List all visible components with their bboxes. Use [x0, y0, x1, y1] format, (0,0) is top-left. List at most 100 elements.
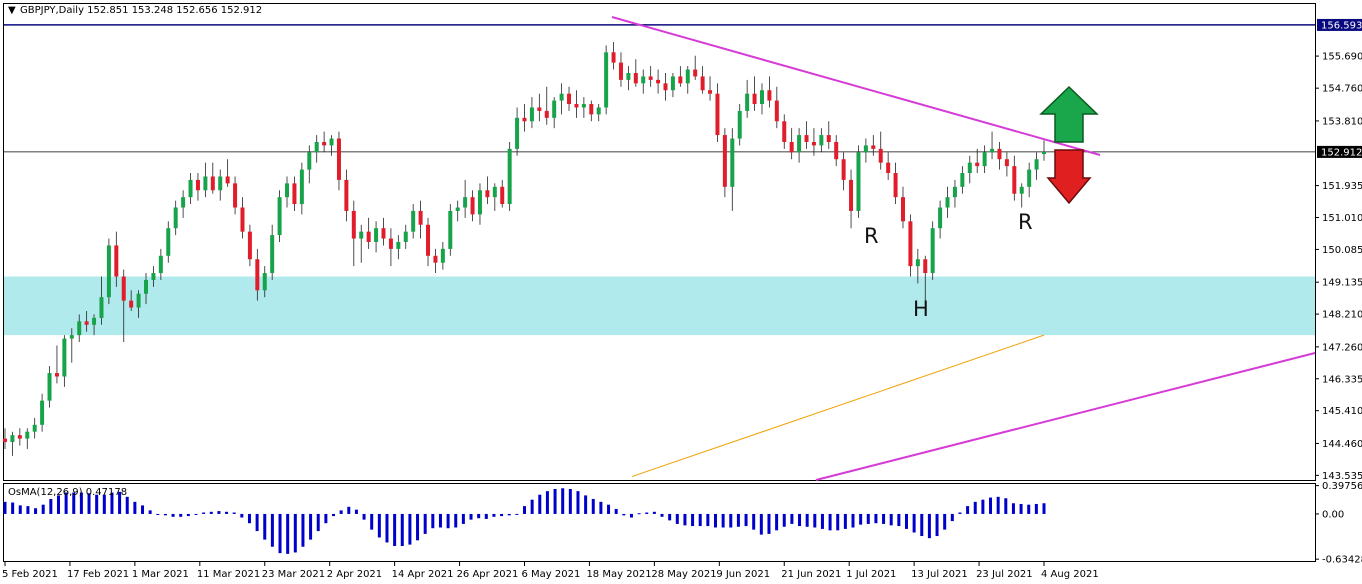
candle: [307, 145, 312, 184]
candle-body: [210, 176, 215, 191]
candle: [618, 52, 623, 87]
chart-menu-icon[interactable]: ▼: [8, 5, 16, 16]
candle-body: [982, 152, 987, 167]
osma-bar: [1042, 503, 1046, 514]
candle: [819, 128, 824, 153]
candle-body: [3, 438, 7, 443]
osma-bar: [1034, 503, 1038, 514]
candle-body: [240, 207, 245, 232]
candle: [1034, 152, 1039, 180]
candle: [314, 135, 319, 163]
osma-bar: [973, 501, 977, 514]
candle: [99, 276, 104, 325]
candle-body: [285, 183, 290, 198]
price-tick-label: 145.410: [1322, 406, 1362, 417]
osma-title: OsMA(12,26,9) 0.47178: [8, 487, 127, 498]
candle-body: [270, 235, 275, 274]
candle-body: [463, 197, 468, 208]
osma-bar: [454, 513, 458, 528]
candle: [745, 79, 750, 118]
osma-bar: [637, 513, 641, 515]
candle: [240, 197, 245, 239]
candle: [32, 417, 37, 439]
price-tick-label: 148.210: [1322, 310, 1362, 321]
osma-bar: [767, 513, 771, 534]
candle-body: [470, 197, 475, 215]
candle: [92, 314, 97, 336]
candle: [40, 393, 45, 432]
candle: [440, 242, 445, 270]
osma-bar: [477, 513, 481, 519]
candle-body: [930, 228, 935, 274]
osma-bar: [629, 513, 633, 518]
osma-tick-label: 0.00: [1322, 509, 1344, 520]
red-down-arrow-icon: [1046, 149, 1092, 205]
candle: [997, 141, 1002, 170]
osma-bar: [385, 513, 389, 543]
candle-body: [663, 83, 668, 91]
candle: [559, 83, 564, 115]
date-tick-label: 1 Jul 2021: [846, 569, 896, 580]
candle-body: [900, 197, 905, 222]
candle-body: [62, 338, 67, 377]
candle: [752, 76, 757, 111]
osma-bar: [49, 498, 53, 514]
candle-body: [633, 72, 638, 84]
candle: [611, 41, 616, 70]
candle-body: [455, 207, 460, 211]
candle: [574, 90, 579, 118]
candle: [982, 145, 987, 174]
price-tick-label: 144.460: [1322, 439, 1362, 450]
candle-body: [388, 238, 393, 249]
candle-body: [997, 148, 1002, 160]
candle-body: [567, 93, 572, 105]
price-tick-label: 149.135: [1322, 278, 1362, 289]
osma-bar: [966, 506, 970, 514]
osma-bar: [354, 509, 358, 514]
candle-body: [878, 148, 883, 163]
candle-body: [25, 431, 30, 439]
candle-body: [730, 138, 735, 187]
osma-bar: [484, 513, 488, 519]
osma-bar: [1004, 498, 1008, 514]
candle: [181, 190, 186, 218]
candle-body: [604, 52, 609, 108]
candle: [641, 69, 646, 94]
osma-axis: 0.39756 0.00 -0.63428: [1315, 481, 1362, 566]
candle: [737, 104, 742, 146]
candle: [552, 97, 557, 129]
candle: [975, 148, 980, 174]
candle-body: [737, 110, 742, 139]
date-tick-label: 28 May 2021: [651, 569, 716, 580]
osma-bar: [943, 513, 947, 530]
osma-bar: [141, 505, 145, 514]
date-tick-label: 26 Apr 2021: [457, 569, 519, 580]
candle-body: [656, 79, 661, 84]
osma-bar: [729, 513, 733, 528]
candle: [774, 86, 779, 129]
candle-body: [136, 293, 141, 308]
osma-bar: [102, 494, 106, 514]
candle: [84, 310, 89, 332]
candle: [195, 173, 200, 201]
candle: [849, 169, 854, 229]
candle: [685, 66, 690, 94]
candle-body: [871, 145, 876, 149]
osma-bar: [362, 513, 366, 520]
osma-bar: [996, 496, 1000, 514]
osma-bar: [798, 513, 802, 527]
osma-bar: [530, 499, 534, 514]
osma-bar: [889, 513, 893, 526]
osma-bar: [255, 513, 259, 532]
osma-bar: [118, 491, 122, 514]
candle-body: [322, 141, 327, 146]
candle-body: [247, 231, 252, 260]
candle: [114, 231, 119, 287]
osma-bar: [461, 513, 465, 524]
candle-body: [574, 104, 579, 108]
osma-bar: [332, 513, 336, 517]
candle-body: [32, 424, 37, 432]
candle: [255, 248, 260, 301]
osma-bar: [645, 512, 649, 514]
candle: [47, 366, 52, 408]
